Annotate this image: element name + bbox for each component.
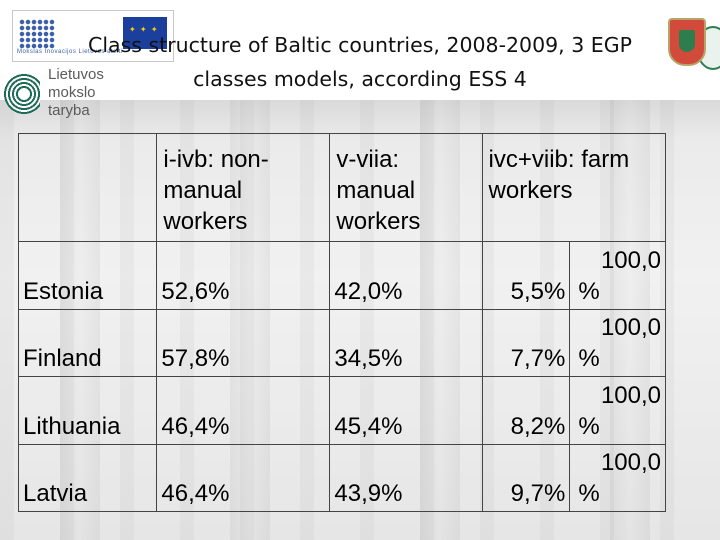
lmt-word-1: Lietuvos bbox=[48, 66, 104, 83]
total-value: 100,0 bbox=[600, 449, 661, 476]
cell-manual: 43,9% bbox=[329, 443, 483, 512]
cell-nonmanual: 46,4% bbox=[156, 443, 331, 512]
logo-caption: Mokslas Inovacijos Lietuvos ateiti bbox=[17, 49, 123, 55]
cell-nonmanual: 46,4% bbox=[156, 376, 331, 445]
table-header-row: i-ivb: non-manual workers v-viia: manual… bbox=[17, 133, 667, 242]
dot-grid-icon bbox=[19, 19, 55, 49]
cell-total: 100,0 % bbox=[569, 308, 666, 377]
lmt-wordmark: Lietuvos mokslo taryba bbox=[48, 66, 104, 120]
cell-farm: 7,7% bbox=[481, 308, 571, 377]
cell-total: 100,0 % bbox=[569, 443, 666, 512]
table-row: Latvia 46,4% 43,9% 9,7% 100,0 % bbox=[17, 443, 666, 512]
header-country bbox=[17, 133, 158, 242]
cell-country: Lithuania bbox=[17, 376, 158, 445]
eu-structural-funds-logo: Mokslas Inovacijos Lietuvos ateiti bbox=[12, 10, 174, 62]
header-farm: ivc+viib: farm workers bbox=[481, 133, 667, 242]
total-unit: % bbox=[578, 345, 600, 372]
header-manual: v-viia: manual workers bbox=[329, 133, 483, 242]
title-line-2: classes models, according ESS 4 bbox=[193, 67, 527, 91]
page-title: Class structure of Baltic countries, 200… bbox=[0, 28, 720, 96]
lmt-word-2: mokslo bbox=[48, 84, 96, 101]
total-value: 100,0 bbox=[600, 246, 661, 274]
total-value: 100,0 bbox=[600, 314, 661, 341]
header-nonmanual: i-ivb: non-manual workers bbox=[156, 133, 331, 242]
total-unit: % bbox=[578, 277, 600, 305]
cell-nonmanual: 57,8% bbox=[156, 308, 331, 377]
cell-total: 100,0 % bbox=[569, 241, 666, 310]
shield-icon bbox=[668, 18, 706, 66]
table-row: Lithuania 46,4% 45,4% 8,2% 100,0 % bbox=[17, 376, 666, 445]
cell-country: Estonia bbox=[17, 241, 158, 310]
cell-country: Latvia bbox=[17, 443, 158, 512]
class-structure-table: i-ivb: non-manual workers v-viia: manual… bbox=[17, 133, 667, 512]
lmt-ring-icon bbox=[0, 72, 40, 116]
university-shield-logo bbox=[660, 10, 720, 72]
lmt-word-3: taryba bbox=[48, 102, 90, 119]
eu-flag-icon bbox=[123, 17, 167, 49]
table-row: Estonia 52,6% 42,0% 5,5% 100,0 % bbox=[17, 241, 666, 310]
cell-farm: 8,2% bbox=[481, 376, 571, 445]
cell-total: 100,0 % bbox=[569, 376, 666, 445]
cell-manual: 45,4% bbox=[329, 376, 483, 445]
cell-farm: 5,5% bbox=[481, 241, 571, 310]
cell-farm: 9,7% bbox=[481, 443, 571, 512]
lmt-logo: Lietuvos mokslo taryba bbox=[0, 58, 120, 124]
total-unit: % bbox=[578, 412, 600, 440]
total-unit: % bbox=[578, 480, 600, 507]
table-row: Finland 57,8% 34,5% 7,7% 100,0 % bbox=[17, 308, 666, 377]
cell-manual: 34,5% bbox=[329, 308, 483, 377]
total-value: 100,0 bbox=[600, 381, 661, 409]
cell-country: Finland bbox=[17, 308, 158, 377]
title-line-1: Class structure of Baltic countries, 200… bbox=[88, 33, 632, 57]
cell-nonmanual: 52,6% bbox=[156, 241, 331, 310]
cell-manual: 42,0% bbox=[329, 241, 483, 310]
